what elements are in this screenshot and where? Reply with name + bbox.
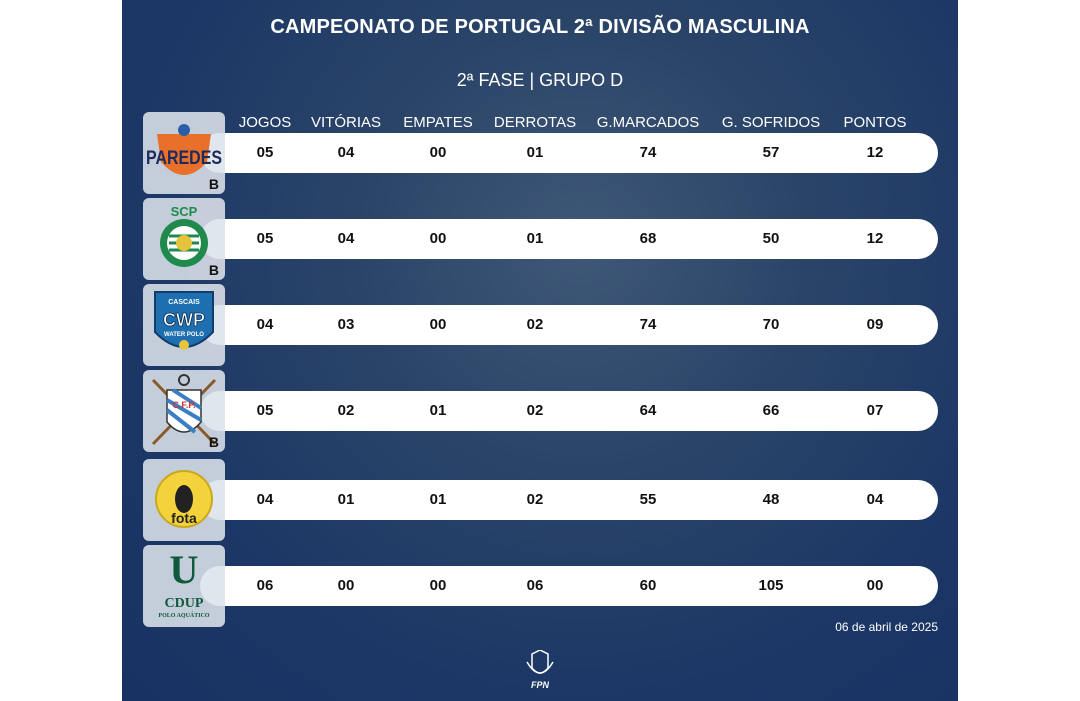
table-row: 05 04 00 01 74 57 12 <box>200 133 938 173</box>
cell-jogos: 04 <box>256 316 274 333</box>
cell-gmarcados: 74 <box>639 316 657 333</box>
table-row: 05 02 01 02 64 66 07 <box>200 391 938 431</box>
cell-pontos: 07 <box>866 402 884 419</box>
team-suffix: B <box>208 434 219 450</box>
cell-gmarcados: 74 <box>639 144 657 161</box>
cell-pontos: 00 <box>866 577 884 594</box>
cell-gsofridos: 105 <box>758 577 784 594</box>
svg-text:fota: fota <box>171 510 197 526</box>
table-row: 04 03 00 02 74 70 09 <box>200 305 938 345</box>
cell-jogos: 04 <box>256 491 274 508</box>
cell-gsofridos: 66 <box>762 402 780 419</box>
cell-gmarcados: 68 <box>639 230 657 247</box>
cell-gmarcados: 64 <box>639 402 657 419</box>
svg-text:CDUP: CDUP <box>165 596 204 611</box>
column-header: G. SOFRIDOS <box>721 114 821 131</box>
cell-jogos: 05 <box>256 230 274 247</box>
svg-text:FPN: FPN <box>531 680 550 690</box>
column-header: PONTOS <box>843 114 907 131</box>
cell-derrotas: 02 <box>526 402 544 419</box>
date-label: 06 de abril de 2025 <box>835 620 938 634</box>
cell-pontos: 12 <box>866 144 884 161</box>
table-row: 04 01 01 02 55 48 04 <box>200 480 938 520</box>
cell-gsofridos: 50 <box>762 230 780 247</box>
column-header: G.MARCADOS <box>596 114 700 131</box>
cell-empates: 00 <box>429 230 447 247</box>
svg-text:CWP: CWP <box>163 310 205 330</box>
cell-pontos: 09 <box>866 316 884 333</box>
sporting-logo: SCP B <box>143 198 225 280</box>
cell-vitrias: 04 <box>337 144 355 161</box>
cell-empates: 01 <box>429 491 447 508</box>
cell-gsofridos: 48 <box>762 491 780 508</box>
svg-text:WATER POLO: WATER POLO <box>164 332 204 338</box>
cdup-logo: U CDUP POLO AQUÁTICO <box>143 545 225 627</box>
felgueiras-logo: fota <box>143 459 225 541</box>
cell-derrotas: 06 <box>526 577 544 594</box>
page-title: CAMPEONATO DE PORTUGAL 2ª DIVISÃO MASCUL… <box>270 16 810 38</box>
column-header: JOGOS <box>238 114 292 131</box>
cell-empates: 01 <box>429 402 447 419</box>
page-subtitle: 2ª FASE | GRUPO D <box>456 70 624 90</box>
cell-empates: 00 <box>429 316 447 333</box>
svg-text:C.F.P.: C.F.P. <box>172 400 195 410</box>
team-suffix: B <box>208 262 219 278</box>
svg-text:U: U <box>170 547 199 592</box>
column-header: EMPATES <box>403 114 473 131</box>
table-row: 05 04 00 01 68 50 12 <box>200 219 938 259</box>
cell-gsofridos: 70 <box>762 316 780 333</box>
cell-vitrias: 00 <box>337 577 355 594</box>
column-header: VITÓRIAS <box>310 114 382 131</box>
fpn-logo: FPN <box>526 650 554 690</box>
cell-vitrias: 02 <box>337 402 355 419</box>
cell-jogos: 05 <box>256 144 274 161</box>
cell-pontos: 12 <box>866 230 884 247</box>
cell-pontos: 04 <box>866 491 884 508</box>
cell-gsofridos: 57 <box>762 144 780 161</box>
cell-gmarcados: 55 <box>639 491 657 508</box>
cfp-logo: C.F.P. B <box>143 370 225 452</box>
paredes-logo: PAREDES B <box>143 112 225 194</box>
standings-poster: CAMPEONATO DE PORTUGAL 2ª DIVISÃO MASCUL… <box>122 0 958 701</box>
cell-empates: 00 <box>429 144 447 161</box>
column-header: DERROTAS <box>493 114 577 131</box>
cell-jogos: 05 <box>256 402 274 419</box>
cell-derrotas: 01 <box>526 230 544 247</box>
svg-text:PAREDES: PAREDES <box>146 148 222 169</box>
cell-vitrias: 01 <box>337 491 355 508</box>
cell-vitrias: 03 <box>337 316 355 333</box>
cell-jogos: 06 <box>256 577 274 594</box>
cell-derrotas: 01 <box>526 144 544 161</box>
team-suffix: B <box>208 176 219 192</box>
cell-gmarcados: 60 <box>639 577 657 594</box>
cell-derrotas: 02 <box>526 491 544 508</box>
svg-text:CASCAIS: CASCAIS <box>168 299 200 306</box>
svg-text:SCP: SCP <box>171 204 198 219</box>
table-row: 06 00 00 06 60 105 00 <box>200 566 938 606</box>
svg-text:POLO AQUÁTICO: POLO AQUÁTICO <box>158 611 210 619</box>
cell-vitrias: 04 <box>337 230 355 247</box>
cell-derrotas: 02 <box>526 316 544 333</box>
cell-empates: 00 <box>429 577 447 594</box>
cascais-logo: CASCAIS CWP WATER POLO <box>143 284 225 366</box>
